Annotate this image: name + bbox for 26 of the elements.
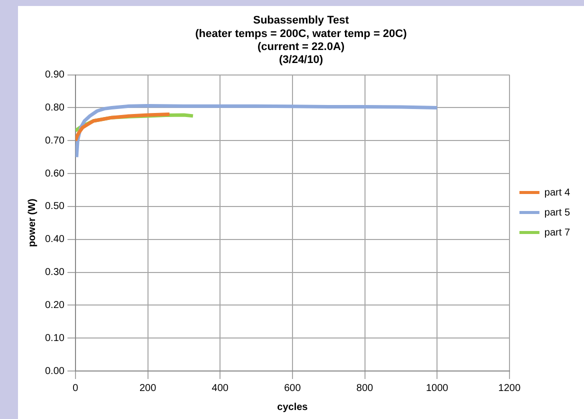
x-tick-label: 1200	[498, 382, 521, 394]
legend-label: part 5	[544, 207, 570, 218]
text: (3/24/10)	[278, 54, 324, 66]
x-tick-label: 400	[212, 382, 229, 394]
text: Subassembly Test	[253, 14, 349, 27]
y-tick-label: 0.30	[44, 267, 65, 278]
legend-label: part 7	[544, 227, 570, 238]
y-tick-label: 0.90	[44, 70, 65, 81]
y-axis-title: power (W)	[26, 198, 38, 248]
y-tick-label: 0.10	[44, 332, 65, 344]
text: (current = 22.0A)	[257, 41, 345, 54]
x-axis-title: cycles	[277, 402, 308, 413]
y-tick-label: 0.60	[44, 168, 65, 180]
y-tick-label: 0.20	[44, 300, 65, 311]
x-tick-label: 200	[139, 382, 157, 394]
x-tick-label: 800	[356, 382, 374, 394]
y-tick-label: 0.50	[44, 201, 65, 212]
y-tick-label: 0.70	[44, 135, 65, 146]
y-tick-label: 0.00	[44, 366, 65, 377]
y-tick-label: 0.80	[44, 102, 65, 114]
y-tick-label: 0.40	[44, 234, 65, 246]
x-tick-label: 0	[72, 382, 79, 394]
x-tick-label: 600	[284, 382, 302, 394]
legend-label: part 4	[544, 187, 570, 198]
text: (heater temps = 200C, water temp = 20C)	[195, 28, 407, 40]
x-tick-label: 1000	[426, 382, 449, 394]
